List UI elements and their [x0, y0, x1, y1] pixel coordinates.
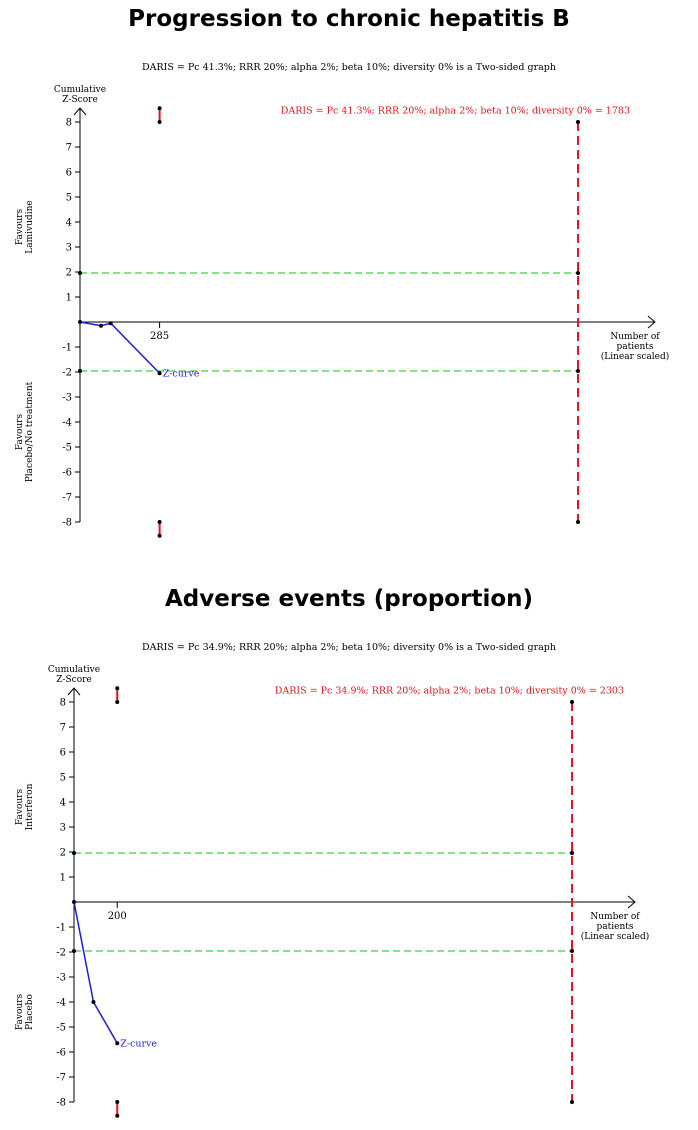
truncation-endpoint: [157, 533, 162, 538]
chart-panel-adverse-events: Adverse events (proportion) DARIS = Pc 3…: [0, 580, 698, 1130]
x-axis-arrow: [627, 895, 636, 909]
z-curve-point: [98, 323, 103, 328]
boundary-endpoint: [72, 851, 76, 855]
y-axis-label: Cumulative Z-Score: [48, 665, 100, 685]
y-tick-label: -3: [62, 393, 72, 404]
y-tick-label: 1: [60, 873, 66, 884]
y-tick-label: 1: [66, 293, 72, 304]
upper-favours-label: FavoursInterferon: [15, 783, 35, 830]
chart-panel-progression: Progression to chronic hepatitis B DARIS…: [0, 0, 698, 560]
chart-title: Progression to chronic hepatitis B: [128, 6, 570, 32]
daris-endpoint: [570, 700, 574, 704]
z-curve-point: [108, 321, 113, 326]
truncation-endpoint: [157, 106, 162, 111]
y-tick-label: 5: [60, 773, 66, 784]
y-axis-label: Cumulative Z-Score: [54, 85, 106, 105]
y-tick-label: -5: [56, 1023, 66, 1034]
z-curve-line: [79, 321, 161, 374]
y-tick-label: -2: [62, 368, 72, 379]
y-tick-label: -1: [56, 923, 66, 934]
y-tick-label: -7: [62, 493, 72, 504]
chart-title: Adverse events (proportion): [164, 586, 534, 612]
x-tick-label: 285: [150, 331, 169, 342]
daris-endpoint: [576, 120, 580, 124]
truncation-endpoint: [157, 120, 162, 124]
chart-subtitle: DARIS = Pc 41.3%; RRR 20%; alpha 2%; bet…: [142, 62, 556, 73]
y-tick-label: -8: [62, 518, 72, 529]
y-tick-label: 2: [66, 268, 72, 279]
y-tick-label: -4: [62, 418, 72, 429]
y-axis-arrow: [67, 687, 81, 696]
y-tick-label: 5: [66, 193, 72, 204]
boundary-endpoint: [570, 851, 574, 855]
truncation-endpoint: [115, 700, 120, 704]
y-tick-label: 2: [60, 848, 66, 859]
x-axis-label: Number of patients (Linear scaled): [581, 912, 650, 942]
y-tick-label: 7: [60, 723, 66, 734]
boundary-endpoint: [78, 271, 82, 275]
z-curve-line: [73, 901, 118, 1044]
daris-endpoint: [570, 1100, 574, 1104]
boundary-endpoint: [72, 949, 76, 953]
y-tick-label: -6: [56, 1048, 66, 1059]
z-curve-point: [157, 371, 162, 376]
chart-subtitle: DARIS = Pc 34.9%; RRR 20%; alpha 2%; bet…: [142, 642, 556, 653]
y-tick-label: -3: [56, 973, 66, 984]
boundary-endpoint: [576, 271, 580, 275]
y-tick-label: 4: [60, 798, 66, 809]
y-tick-label: -5: [62, 443, 72, 454]
truncation-endpoint: [115, 1100, 120, 1104]
y-tick-label: 3: [60, 823, 66, 834]
z-curve-point: [115, 1041, 120, 1046]
y-tick-label: 7: [66, 143, 72, 154]
tsa-chart-progression: 8 7 6 5 4 3 2 1 -1 -2 -3 -4 -5 -6 -7 -8 285 Cumulative Z-S…: [15, 85, 670, 538]
z-curve-label: Z-curve: [163, 368, 200, 379]
y-tick-label: -7: [56, 1073, 66, 1084]
x-tick-label: 200: [108, 911, 127, 922]
y-tick-label: -6: [62, 468, 72, 479]
y-tick-label: -4: [56, 998, 66, 1009]
y-tick-label: -8: [56, 1098, 66, 1109]
daris-endpoint: [576, 520, 580, 524]
y-tick-label: -2: [56, 948, 66, 959]
daris-label: DARIS = Pc 41.3%; RRR 20%; alpha 2%; bet…: [281, 105, 630, 116]
y-tick-label: 8: [66, 118, 72, 129]
truncation-endpoint: [115, 686, 120, 691]
z-curve-label: Z-curve: [120, 1038, 157, 1049]
y-tick-label: 8: [60, 698, 66, 709]
truncation-endpoint: [115, 1113, 120, 1118]
lower-favours-label: FavoursPlacebo/No treatment: [15, 381, 35, 482]
boundary-endpoint: [570, 949, 574, 953]
lower-favours-label: FavoursPlacebo: [15, 994, 35, 1031]
y-tick-label: -1: [62, 343, 72, 354]
y-tick-label: 6: [60, 748, 66, 759]
z-curve-point: [78, 320, 82, 324]
x-axis-label: Number of patients (Linear scaled): [601, 332, 670, 362]
y-tick-label: 4: [66, 218, 72, 229]
boundary-endpoint: [78, 369, 82, 373]
tsa-chart-adverse-events: 8 7 6 5 4 3 2 1 -1 -2 -3 -4 -5 -6 -7 -8 200 Cumulative Z-S…: [15, 665, 650, 1118]
upper-favours-label: FavoursLamivudine: [15, 200, 35, 253]
x-axis-arrow: [647, 315, 656, 329]
z-curve-point: [72, 900, 76, 904]
z-curve-point: [91, 1000, 96, 1004]
boundary-endpoint: [576, 369, 580, 373]
y-tick-label: 6: [66, 168, 72, 179]
y-tick-label: 3: [66, 243, 72, 254]
daris-label: DARIS = Pc 34.9%; RRR 20%; alpha 2%; bet…: [275, 685, 624, 696]
y-axis-arrow: [73, 107, 87, 116]
truncation-endpoint: [157, 520, 162, 524]
